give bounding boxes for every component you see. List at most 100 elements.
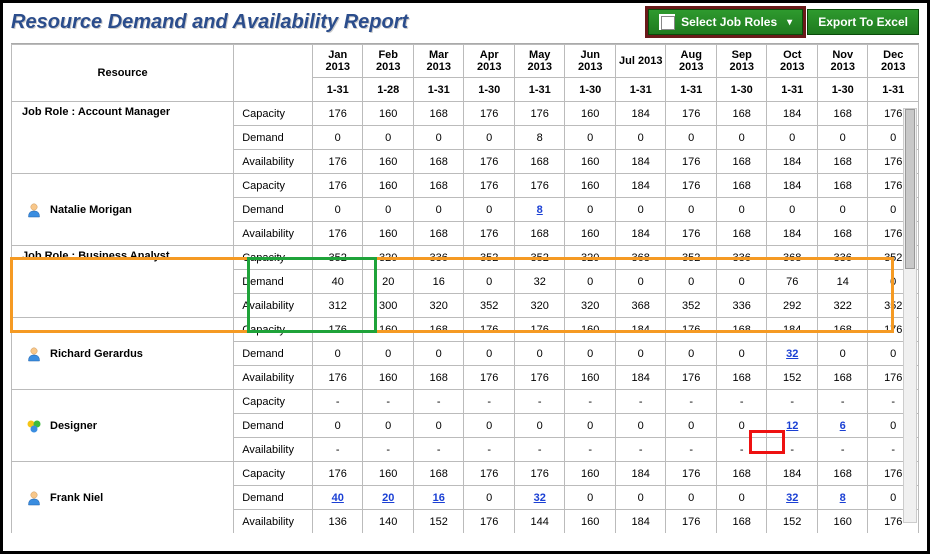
value-cell: 176: [312, 102, 363, 126]
value-cell: 176: [514, 102, 565, 126]
drill-link[interactable]: 12: [786, 420, 798, 432]
metric-label: Availability: [234, 150, 313, 174]
table-row: Richard GerardusCapacity1761601681761761…: [12, 318, 919, 342]
value-cell[interactable]: 12: [767, 414, 818, 438]
col-resource: Resource: [12, 45, 234, 102]
value-cell: 0: [716, 414, 767, 438]
col-month-4: May 2013: [514, 45, 565, 78]
value-cell: 336: [716, 246, 767, 270]
value-cell: 184: [615, 318, 666, 342]
value-cell: 168: [817, 222, 868, 246]
page-title: Resource Demand and Availability Report: [11, 11, 408, 34]
value-cell: 152: [413, 510, 464, 534]
col-range-11: 1-31: [868, 78, 919, 102]
drill-link[interactable]: 32: [786, 492, 798, 504]
value-cell: -: [615, 390, 666, 414]
value-cell[interactable]: 32: [514, 486, 565, 510]
value-cell: 168: [413, 102, 464, 126]
person-icon: [26, 202, 42, 218]
drill-link[interactable]: 8: [537, 204, 543, 216]
value-cell: 168: [514, 150, 565, 174]
value-cell: 168: [716, 174, 767, 198]
value-cell: 184: [615, 366, 666, 390]
value-cell: 168: [716, 510, 767, 534]
value-cell[interactable]: 20: [363, 486, 414, 510]
select-job-roles-button[interactable]: Select Job Roles ▾: [648, 9, 803, 35]
value-cell: 0: [464, 342, 515, 366]
value-cell: 160: [363, 462, 414, 486]
col-range-6: 1-31: [615, 78, 666, 102]
scrollbar[interactable]: [903, 108, 917, 523]
value-cell: 320: [565, 246, 616, 270]
value-cell[interactable]: 40: [312, 486, 363, 510]
value-cell: 14: [817, 270, 868, 294]
value-cell: 0: [312, 126, 363, 150]
drill-link[interactable]: 32: [786, 348, 798, 360]
value-cell: -: [666, 390, 717, 414]
value-cell: 0: [565, 126, 616, 150]
value-cell: 0: [716, 198, 767, 222]
group-icon: [26, 418, 42, 434]
value-cell: 0: [413, 126, 464, 150]
drill-link[interactable]: 6: [840, 420, 846, 432]
value-cell: 176: [666, 318, 717, 342]
value-cell: 168: [817, 318, 868, 342]
value-cell: 160: [565, 150, 616, 174]
table-row: DesignerCapacity------------: [12, 390, 919, 414]
value-cell: 176: [312, 366, 363, 390]
value-cell: 0: [363, 198, 414, 222]
value-cell: 322: [817, 294, 868, 318]
value-cell[interactable]: 8: [817, 486, 868, 510]
metric-label: Demand: [234, 414, 313, 438]
value-cell: 368: [615, 246, 666, 270]
value-cell: 176: [666, 174, 717, 198]
table-head: Resource Jan 2013 Feb 2013 Mar 2013 Apr …: [12, 45, 919, 102]
value-cell: 0: [716, 342, 767, 366]
col-range-2: 1-31: [413, 78, 464, 102]
table-container: Resource Jan 2013 Feb 2013 Mar 2013 Apr …: [11, 43, 919, 533]
value-cell: 0: [817, 342, 868, 366]
value-cell: 0: [312, 414, 363, 438]
drill-link[interactable]: 16: [433, 492, 445, 504]
col-range-4: 1-31: [514, 78, 565, 102]
person-icon: [26, 346, 42, 362]
value-cell[interactable]: 8: [514, 198, 565, 222]
value-cell: 176: [666, 222, 717, 246]
value-cell: -: [817, 390, 868, 414]
value-cell: 0: [615, 126, 666, 150]
drill-link[interactable]: 40: [332, 492, 344, 504]
value-cell: 168: [716, 102, 767, 126]
value-cell[interactable]: 6: [817, 414, 868, 438]
value-cell: 176: [464, 318, 515, 342]
value-cell: 176: [464, 174, 515, 198]
col-month-8: Sep 2013: [716, 45, 767, 78]
value-cell: 160: [363, 366, 414, 390]
value-cell: 336: [716, 294, 767, 318]
scrollbar-thumb[interactable]: [905, 109, 915, 269]
value-cell: 160: [565, 366, 616, 390]
value-cell: 0: [464, 270, 515, 294]
value-cell: 176: [666, 366, 717, 390]
drill-link[interactable]: 20: [382, 492, 394, 504]
value-cell[interactable]: 32: [767, 342, 818, 366]
value-cell: 0: [464, 414, 515, 438]
value-cell[interactable]: 16: [413, 486, 464, 510]
drill-link[interactable]: 32: [534, 492, 546, 504]
value-cell: 352: [666, 246, 717, 270]
value-cell[interactable]: 32: [767, 486, 818, 510]
col-month-2: Mar 2013: [413, 45, 464, 78]
person-label: Natalie Morigan: [12, 174, 234, 246]
value-cell: 168: [817, 462, 868, 486]
export-excel-button[interactable]: Export To Excel: [807, 9, 919, 35]
value-cell: 0: [666, 198, 717, 222]
value-cell: -: [716, 390, 767, 414]
role-label: Job Role : Account Manager: [12, 102, 234, 174]
col-month-3: Apr 2013: [464, 45, 515, 78]
value-cell: 0: [615, 198, 666, 222]
drill-link[interactable]: 8: [840, 492, 846, 504]
value-cell: 0: [312, 198, 363, 222]
value-cell: 184: [615, 462, 666, 486]
value-cell: 160: [565, 510, 616, 534]
metric-label: Availability: [234, 438, 313, 462]
value-cell: 16: [413, 270, 464, 294]
